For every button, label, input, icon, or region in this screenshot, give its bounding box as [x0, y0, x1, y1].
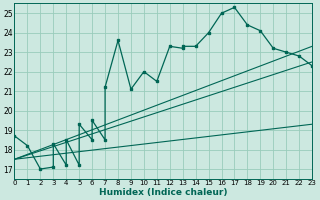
X-axis label: Humidex (Indice chaleur): Humidex (Indice chaleur) [99, 188, 228, 197]
